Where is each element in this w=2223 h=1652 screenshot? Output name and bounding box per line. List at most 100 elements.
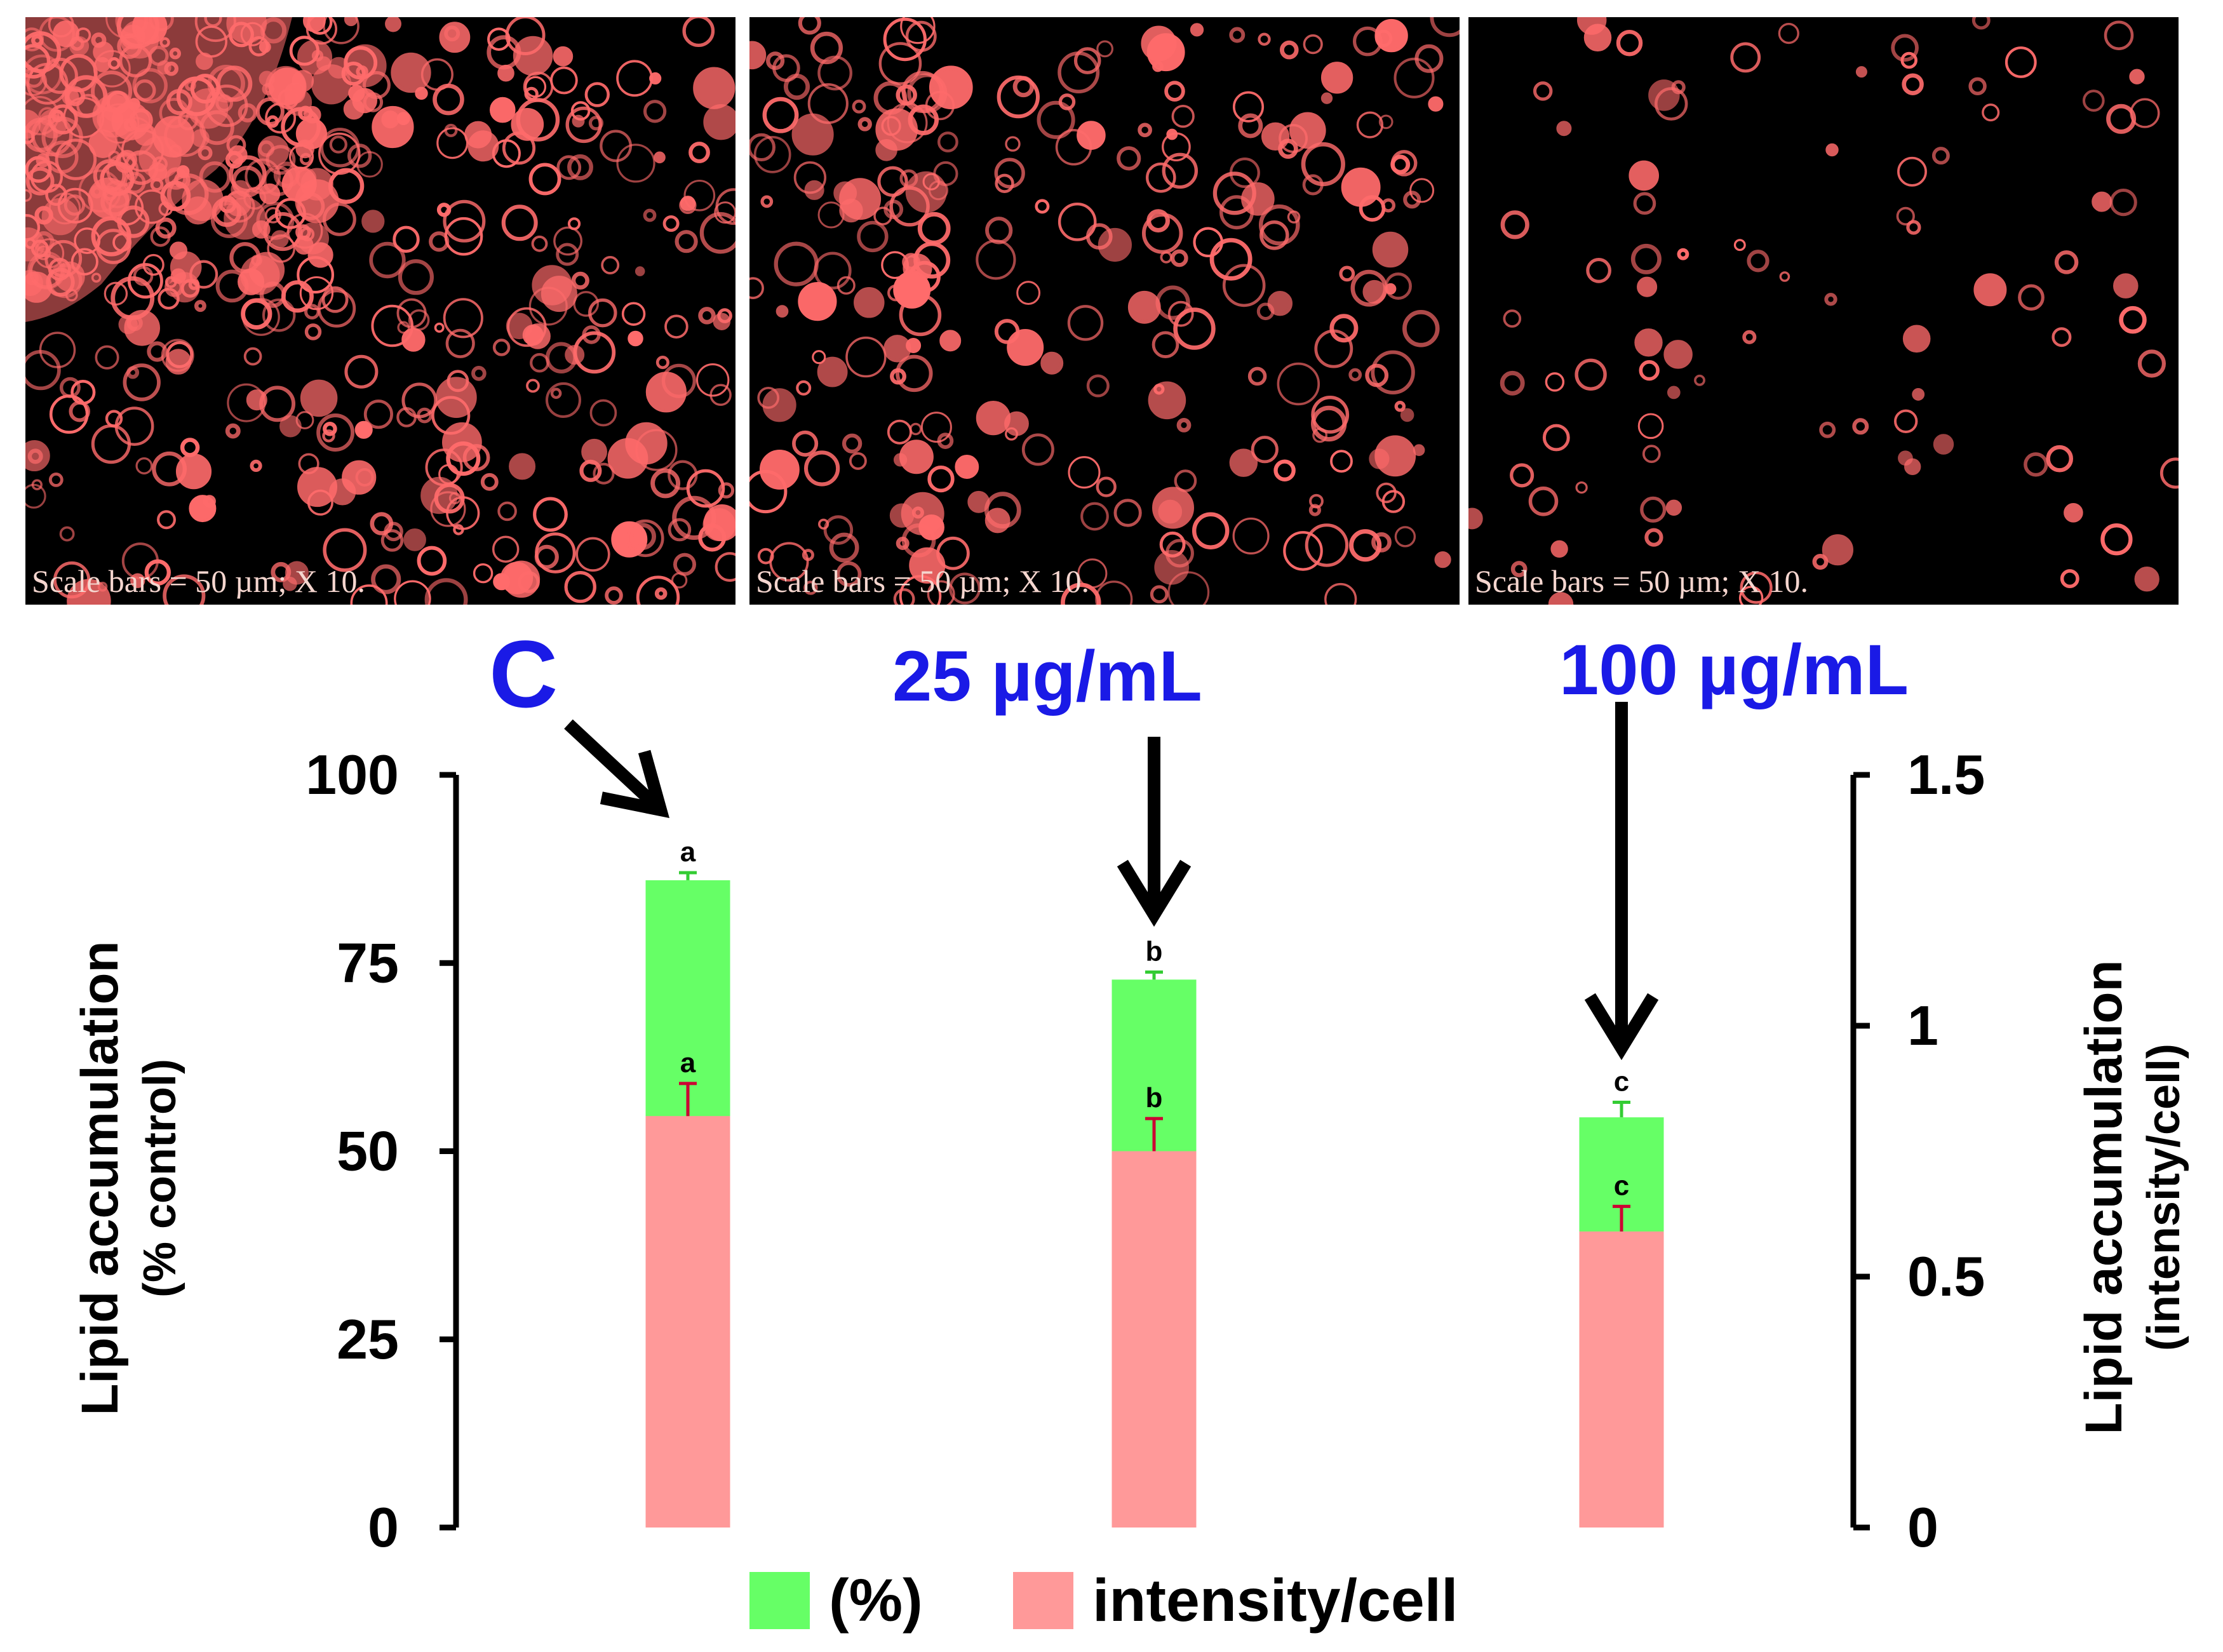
- micrograph-droplet: [798, 17, 821, 35]
- micrograph-droplet: [571, 271, 589, 290]
- micrograph-droplet: [323, 421, 337, 436]
- micrograph-droplet: [1542, 424, 1570, 452]
- micrograph-droplet: [501, 205, 538, 241]
- micrograph-droplet: [1098, 227, 1132, 262]
- micrograph-droplet: [271, 561, 292, 582]
- micrograph-droplet: [271, 230, 289, 248]
- micrograph-control: Scale bars = 50 µm; X 10.: [25, 17, 735, 605]
- micrograph-droplet: [2137, 349, 2166, 378]
- micrograph-droplet: [1162, 152, 1199, 189]
- micrograph-100: Scale bars = 50 µm; X 10.: [1468, 17, 2179, 605]
- micrograph-droplet: [502, 560, 541, 598]
- micrograph-droplet: [258, 140, 275, 157]
- micrograph-droplet: [1040, 351, 1064, 375]
- micrograph-droplet: [985, 217, 1013, 245]
- micrograph-droplet: [2064, 503, 2083, 523]
- micrograph-droplet: [804, 180, 824, 200]
- micrograph-droplet: [371, 564, 401, 594]
- micrograph-droplet: [682, 17, 715, 48]
- micrograph-droplet: [927, 465, 955, 493]
- micrograph-droplet: [2119, 306, 2147, 334]
- micrograph-droplet: [2054, 250, 2079, 274]
- micrograph-droplet: [189, 260, 218, 289]
- micrograph-droplet: [396, 407, 417, 427]
- micrograph-droplet: [1308, 504, 1322, 516]
- micrograph-droplet: [279, 415, 302, 438]
- right-tick-label: 0.5: [1907, 1245, 1985, 1308]
- micrograph-droplet: [1550, 540, 1568, 558]
- micrograph-droplet: [654, 151, 666, 164]
- micrograph-droplet: [581, 438, 607, 465]
- micrograph-droplet: [323, 528, 367, 572]
- micrograph-droplet: [157, 510, 177, 530]
- micrograph-droplet: [434, 322, 445, 333]
- micrograph-droplet: [342, 460, 377, 495]
- micrograph-droplet: [1394, 57, 1435, 98]
- micrograph-droplet: [352, 88, 378, 114]
- micrograph-droplet: [1855, 66, 1867, 78]
- condition-label-25: 25 µg/mL: [892, 636, 1202, 716]
- micrograph-droplet: [1016, 281, 1041, 306]
- micrograph-droplet: [1229, 27, 1246, 43]
- micrograph-droplet: [1241, 182, 1275, 216]
- micrograph-droplet: [1277, 362, 1320, 406]
- micrograph-droplet: [1238, 113, 1263, 138]
- micrograph-droplet: [1068, 456, 1101, 489]
- micrograph-droplet: [1403, 191, 1421, 209]
- micrograph-droplet: [1004, 411, 1029, 436]
- micrograph-droplet: [438, 464, 459, 485]
- micrograph-droplet: [798, 282, 837, 321]
- micrograph-droplet: [1430, 17, 1460, 37]
- micrograph-droplet: [2052, 327, 2072, 347]
- micrograph-droplet: [1320, 92, 1333, 104]
- micrograph-droplet: [1642, 445, 1661, 463]
- micrograph-droplet: [1378, 114, 1394, 130]
- micrograph-droplet: [899, 440, 934, 474]
- micrograph-droplet: [937, 433, 954, 449]
- micrograph-droplet: [1320, 62, 1353, 94]
- micrograph-droplet: [699, 212, 735, 254]
- micrograph-droplet: [829, 532, 859, 563]
- right-tick-label: 1: [1907, 994, 1938, 1057]
- micrograph-droplet: [417, 407, 433, 424]
- micrograph-droplet: [683, 179, 716, 212]
- arrow-control-head: [600, 749, 670, 819]
- micrograph-droplet: [605, 586, 623, 605]
- micrograph-droplet: [442, 422, 482, 462]
- micrograph-droplet: [1434, 551, 1451, 568]
- micrograph-droplet: [994, 158, 1025, 189]
- micrograph-droplet: [845, 336, 887, 378]
- micrograph-droplet: [1533, 81, 1553, 101]
- left-tick-label: 75: [337, 931, 399, 994]
- micrograph-droplet: [643, 100, 667, 123]
- micrograph-droplet: [717, 308, 732, 323]
- micrograph-droplet: [1061, 582, 1101, 605]
- right-tick-label: 0: [1907, 1496, 1938, 1559]
- micrograph-droplet: [439, 22, 471, 53]
- micrograph-droplet: [443, 199, 486, 243]
- micrograph-droplet: [1007, 328, 1044, 366]
- micrograph-droplet: [268, 67, 306, 105]
- micrograph-droplet: [492, 535, 520, 563]
- micrograph-droplet: [553, 46, 574, 67]
- significance-label-intensity: b: [1146, 1082, 1163, 1113]
- micrograph-droplet: [1374, 435, 1416, 477]
- micrograph-droplet: [497, 501, 517, 521]
- micrograph-droplet: [1192, 512, 1230, 549]
- micrograph-droplet: [1021, 433, 1054, 466]
- micrograph-droplet: [1170, 249, 1188, 267]
- micrograph-droplet: [298, 453, 319, 474]
- micrograph-droplet: [329, 135, 347, 154]
- micrograph-droplet: [363, 400, 393, 429]
- bar-intensity: [1579, 1231, 1664, 1528]
- micrograph-droplet: [650, 468, 681, 499]
- micrograph-droplet: [702, 508, 735, 542]
- micrograph-droplet: [588, 298, 617, 328]
- micrograph-droplet: [688, 142, 710, 163]
- micrograph-droplet: [1077, 558, 1108, 589]
- micrograph-droplet: [645, 372, 687, 413]
- micrograph-droplet: [507, 307, 547, 347]
- micrograph-droplet: [401, 328, 426, 352]
- micrograph-droplet: [807, 83, 849, 124]
- micrograph-droplet: [394, 580, 431, 605]
